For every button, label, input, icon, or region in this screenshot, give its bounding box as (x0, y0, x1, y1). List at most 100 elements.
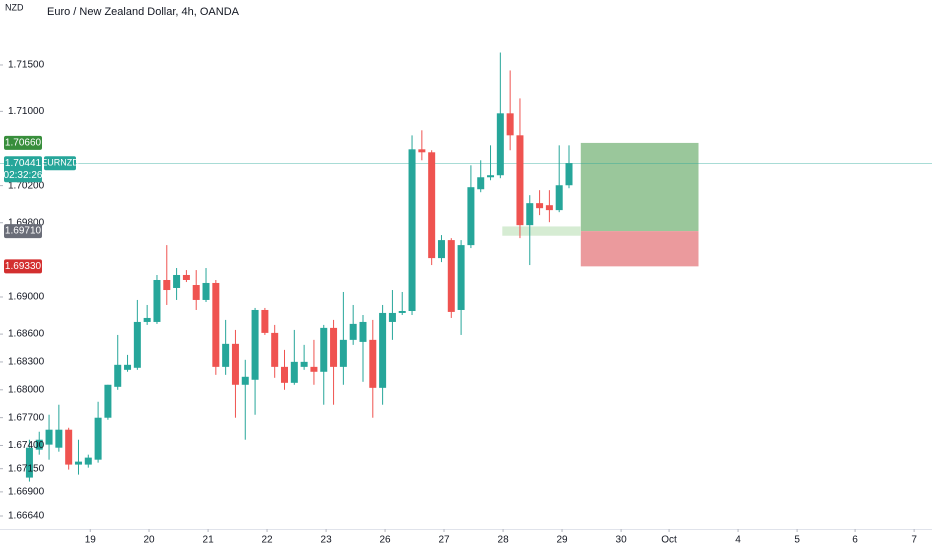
x-tick-label: 23 (321, 535, 333, 546)
candle-body (457, 245, 465, 310)
candle-body (202, 282, 210, 300)
x-tick-label: 19 (85, 535, 97, 546)
price-label: 1.70660 (5, 138, 42, 149)
candle-body (212, 282, 220, 367)
candle-body (25, 447, 33, 478)
y-tick-label: 1.70200 (8, 180, 45, 191)
candle-body (182, 274, 190, 280)
symbol-label: EURNZD (41, 158, 79, 168)
x-tick-label: 5 (794, 535, 800, 546)
candle-body (192, 285, 200, 300)
y-tick-label: 1.68300 (8, 357, 45, 368)
y-tick-label: 1.67150 (8, 463, 45, 474)
candle-body (388, 312, 396, 322)
x-tick-label: 4 (735, 535, 741, 546)
candle-body (104, 384, 112, 418)
candle-body (496, 113, 504, 176)
overlay: NZD Euro / New Zealand Dollar, 4h, OANDA… (4, 2, 240, 274)
symbol-box (44, 156, 76, 171)
candle-body (447, 240, 455, 312)
x-tick-label: 30 (616, 535, 628, 546)
x-tick-label: 6 (852, 535, 858, 546)
candle-body (516, 135, 524, 226)
candle-body (300, 361, 308, 367)
x-tick-label: 21 (203, 535, 215, 546)
candle-body (231, 343, 239, 385)
candle-body (241, 376, 249, 385)
x-tick-label: 27 (438, 535, 450, 546)
x-tick-label: 22 (261, 535, 273, 546)
candle-body (487, 175, 495, 178)
candle-body (369, 339, 377, 388)
loss-zone (580, 231, 699, 267)
countdown-label: 02:32:26 (4, 170, 43, 181)
candle-body (65, 429, 73, 465)
candle-body (74, 461, 82, 465)
candle-body (565, 163, 573, 186)
y-tick-label: 1.67400 (8, 440, 45, 451)
candle-body (133, 321, 141, 368)
candle-body (467, 187, 475, 246)
candle-body (124, 364, 132, 370)
x-tick-label: 29 (556, 535, 568, 546)
candle-body (281, 366, 289, 383)
candle-body (428, 152, 436, 259)
candle-body (398, 310, 406, 313)
candle-body (408, 149, 416, 311)
y-tick-label: 1.69000 (8, 292, 45, 303)
profit-zone (580, 142, 699, 232)
x-tick-label: 26 (380, 535, 392, 546)
candle-body (359, 321, 367, 342)
price-label: 1.69710 (5, 226, 42, 237)
y-tick-label: 1.71500 (8, 60, 45, 71)
candle-body (349, 323, 357, 340)
price-label-box (4, 224, 42, 239)
candle-body (114, 364, 122, 387)
x-tick-label: Oct (661, 535, 677, 546)
candle-body (330, 327, 338, 367)
candle-body (555, 185, 563, 211)
candle-body (271, 332, 279, 367)
price-label-box (4, 156, 42, 183)
price-label: 1.70441 (5, 158, 42, 169)
candle-body (153, 279, 161, 322)
candle-body (163, 279, 171, 291)
candle-body (379, 312, 387, 388)
x-tick-label: 20 (143, 535, 155, 546)
chart-title: Euro / New Zealand Dollar, 4h, OANDA (47, 6, 240, 18)
y-tick-label: 1.68000 (8, 384, 45, 395)
candle-body (222, 343, 230, 367)
currency-label: NZD (5, 2, 24, 12)
candle-body (545, 205, 553, 211)
price-label-box (4, 259, 42, 274)
candle-body (94, 417, 102, 460)
candle-body (143, 317, 151, 322)
candle-body (526, 203, 534, 226)
plot-area: 19 20 21 22 23 26 27 28 29 30 Oct 4 5 6 7 1.71500 1.7100… (0, 52, 932, 546)
y-tick-label: 1.69800 (8, 217, 45, 228)
y-tick-label: 1.66640 (8, 511, 45, 522)
y-tick-label: 1.67700 (8, 412, 45, 423)
candle-body (320, 327, 328, 372)
candle-body (45, 429, 53, 445)
x-tick-label: 28 (498, 535, 510, 546)
price-label-box (4, 135, 42, 150)
candle-body (477, 177, 485, 190)
candle-body (536, 203, 544, 209)
candle-body (261, 309, 269, 333)
candle-body (418, 149, 426, 153)
y-tick-label: 1.68600 (8, 329, 45, 340)
candle-body (55, 429, 63, 448)
candle-body (310, 366, 318, 372)
y-tick-label: 1.71000 (8, 106, 45, 117)
x-tick-label: 7 (911, 535, 917, 546)
candle-body (84, 457, 92, 465)
candle-body (437, 240, 445, 259)
y-tick-label: 1.66900 (8, 487, 45, 498)
candle-body (506, 113, 514, 136)
candle-body (251, 309, 259, 380)
candle-body (290, 361, 298, 383)
